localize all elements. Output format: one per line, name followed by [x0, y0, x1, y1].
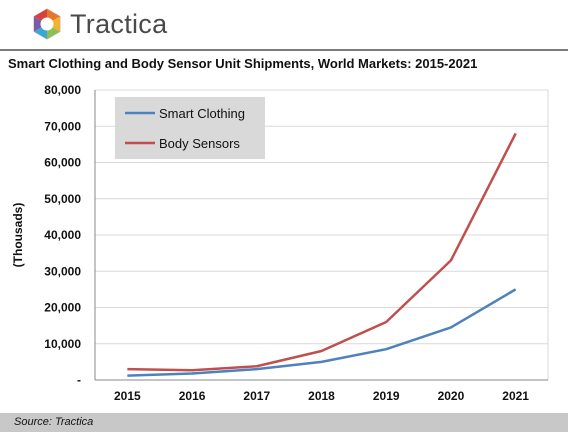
- series-lines: [127, 132, 517, 377]
- x-tick-label: 2018: [308, 389, 335, 403]
- tractica-hexagon-logo-icon: [33, 8, 61, 40]
- x-tick-label: 2015: [114, 389, 141, 403]
- y-tick-label: 60,000: [44, 156, 81, 170]
- y-tick-label: 10,000: [44, 337, 81, 351]
- footer-bar: Source: Tractica: [0, 413, 568, 432]
- x-tick-label: 2021: [502, 389, 529, 403]
- brand-name: Tractica: [70, 8, 168, 39]
- y-tick-label: 30,000: [44, 264, 81, 278]
- brand-header: Tractica: [30, 6, 167, 42]
- chart-title: Smart Clothing and Body Sensor Unit Ship…: [8, 56, 478, 71]
- legend: Smart Clothing Body Sensors: [115, 97, 265, 159]
- legend-label: Body Sensors: [159, 136, 240, 151]
- series-line-1: [127, 132, 517, 372]
- gridlines: [95, 89, 549, 380]
- y-tick-label: -: [77, 373, 81, 387]
- series-line-0: [127, 288, 517, 377]
- source-note: Source: Tractica: [14, 416, 94, 428]
- x-tick-label: 2016: [179, 389, 206, 403]
- header-divider: [0, 49, 568, 51]
- x-tick-label: 2020: [438, 389, 465, 403]
- y-tick-label: 40,000: [44, 228, 81, 242]
- y-axis-label: (Thousads): [11, 203, 25, 268]
- x-tick-labels: 2015 2016 2017 2018 2019 2020 2021: [114, 389, 529, 403]
- y-tick-labels: - 10,000 20,000 30,000 40,000 50,000 60,000 70,…: [44, 83, 81, 387]
- legend-label: Smart Clothing: [159, 106, 245, 121]
- x-tick-label: 2019: [373, 389, 400, 403]
- y-tick-label: 50,000: [44, 192, 81, 206]
- y-tick-label: 20,000: [44, 301, 81, 315]
- legend-box: [115, 97, 265, 159]
- y-tick-label: 80,000: [44, 83, 81, 97]
- x-tick-label: 2017: [243, 389, 270, 403]
- y-tick-label: 70,000: [44, 119, 81, 133]
